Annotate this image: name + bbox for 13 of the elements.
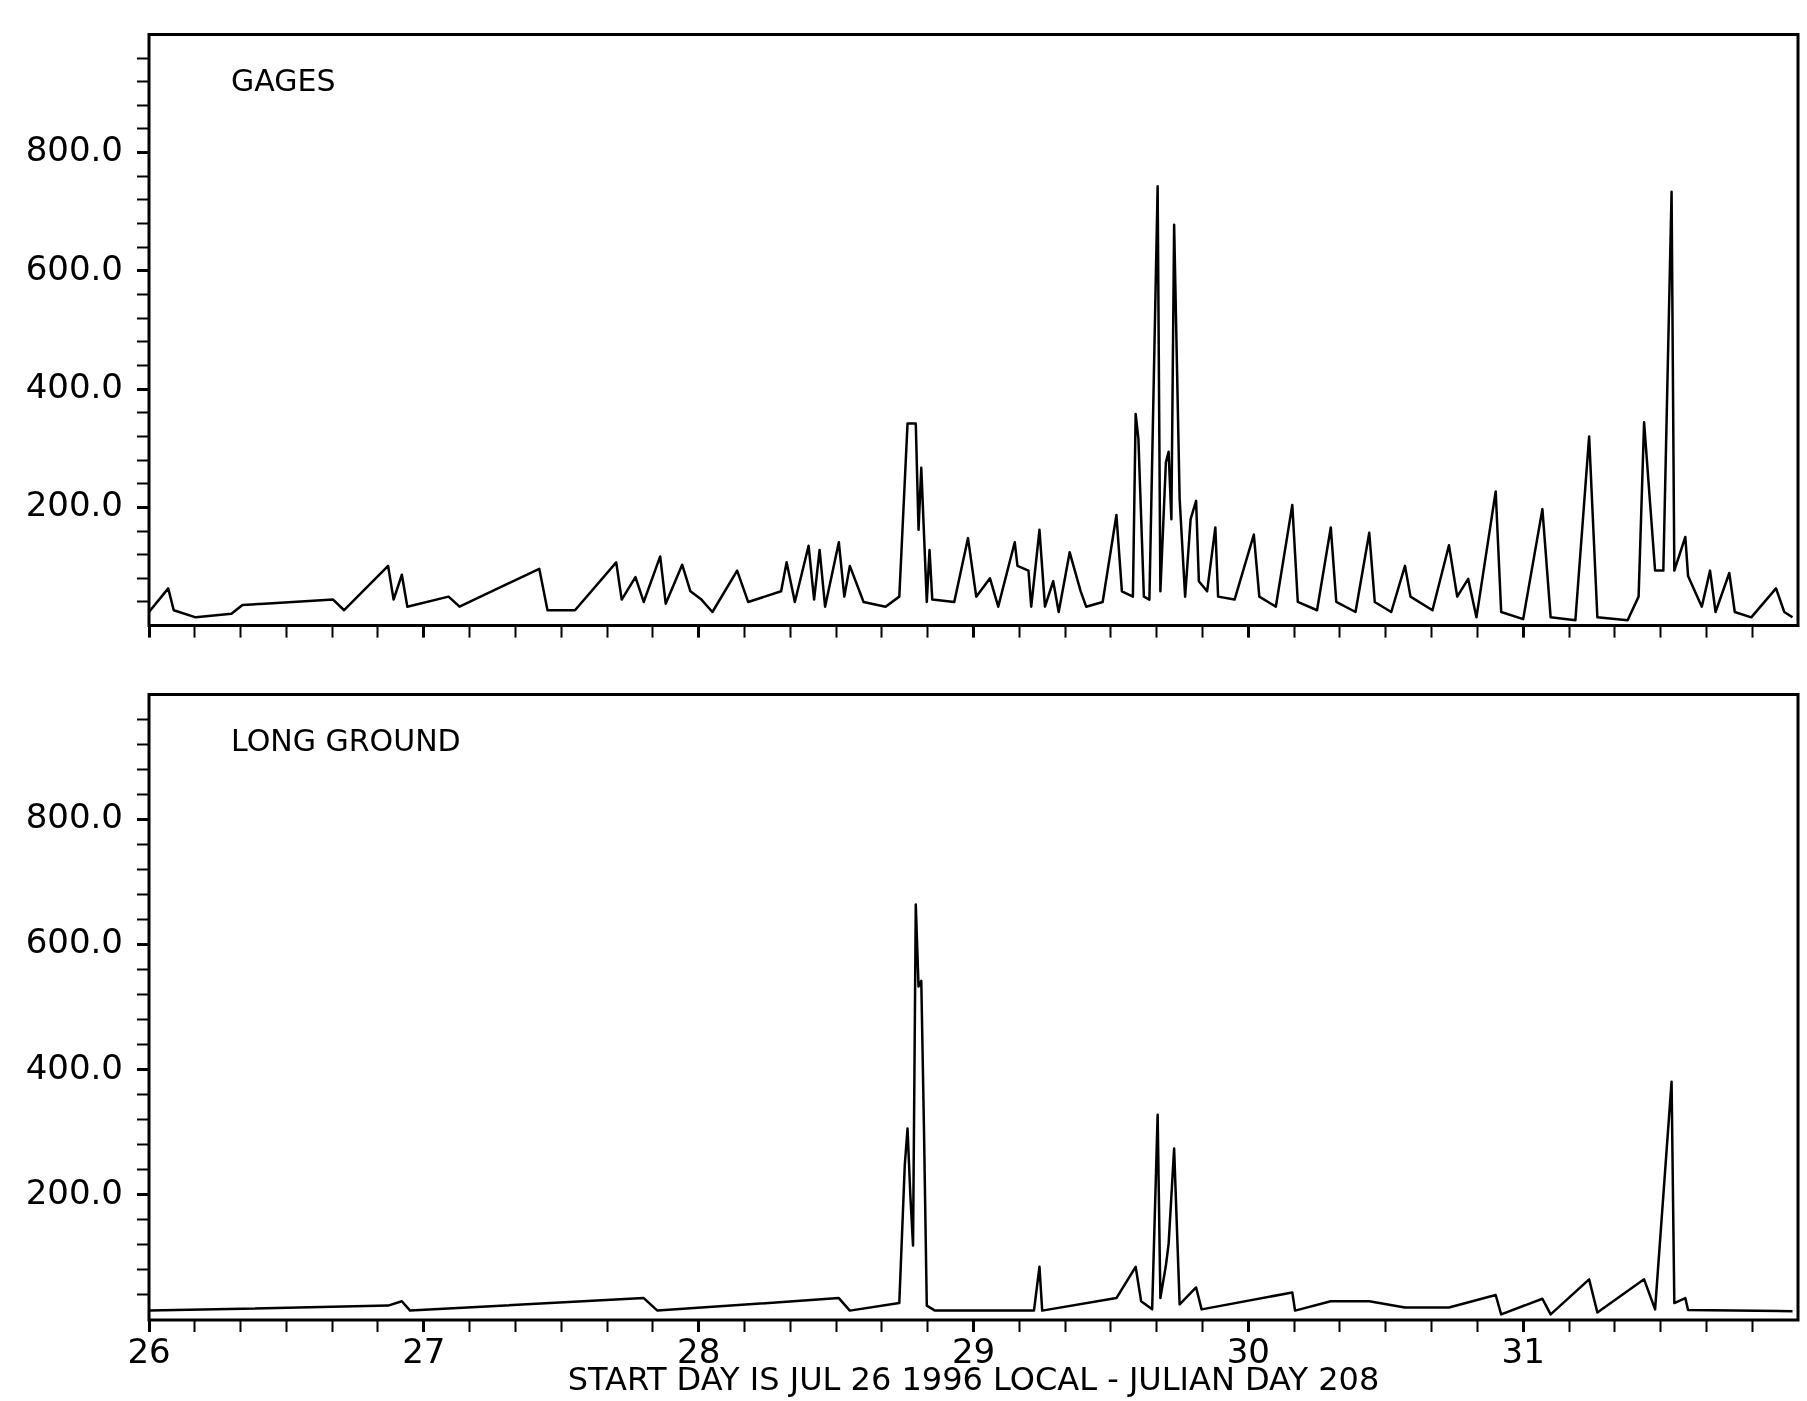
y-tick-label: 200.0 xyxy=(25,1171,123,1212)
x-tick-label: 31 xyxy=(1501,1331,1545,1372)
x-tick-label: 27 xyxy=(402,1331,446,1372)
y-tick-label: 800.0 xyxy=(25,129,123,170)
y-tick-label: 400.0 xyxy=(25,365,123,406)
text: GAGES xyxy=(231,63,336,99)
y-tick-label: 600.0 xyxy=(25,921,123,962)
y-tick-label: 200.0 xyxy=(25,484,123,525)
x-tick-label: 26 xyxy=(127,1331,171,1372)
y-tick-label: 400.0 xyxy=(25,1046,123,1087)
text: LONG GROUND xyxy=(231,723,461,759)
y-tick-label: 800.0 xyxy=(25,796,123,837)
y-tick-label: 600.0 xyxy=(25,247,123,288)
